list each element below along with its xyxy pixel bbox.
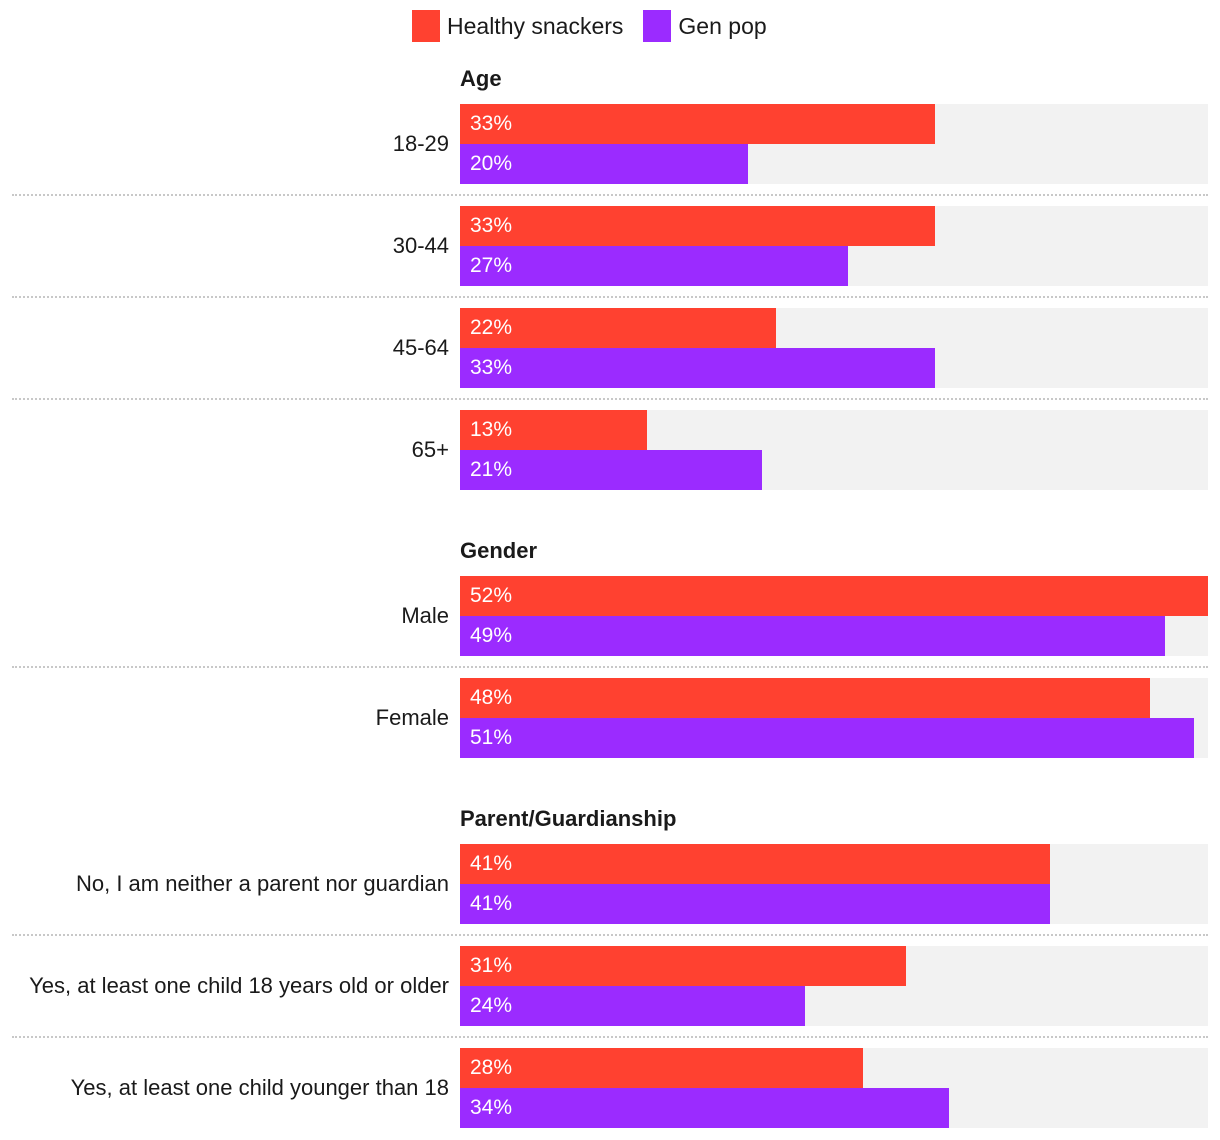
legend-swatch-gen-pop — [643, 10, 672, 42]
legend-swatch-healthy-snackers — [412, 10, 440, 42]
row-divider — [12, 296, 1208, 298]
row-label-female: Female — [375, 705, 449, 730]
bar-30-44-healthy — [460, 206, 935, 246]
bar-male-genpop — [460, 616, 1165, 656]
bar-value-label: 33% — [470, 112, 513, 135]
bar-value-label: 31% — [470, 954, 513, 977]
bar-no-i-am-neither-a-parent-nor-guardian-genpop — [460, 884, 1050, 924]
bar-18-29-genpop — [460, 144, 748, 184]
row-label-yes-at-least-one-child-18-years-old-or-older: Yes, at least one child 18 years old or … — [29, 973, 449, 998]
bar-yes-at-least-one-child-younger-than-18-genpop — [460, 1088, 949, 1128]
bar-value-label: 34% — [470, 1096, 513, 1119]
bar-65-healthy — [460, 410, 647, 450]
row-label-yes-at-least-one-child-younger-than-18: Yes, at least one child younger than 18 — [70, 1075, 449, 1100]
section-title-parent-guardianship: Parent/Guardianship — [460, 806, 677, 831]
bar-value-label: 52% — [470, 584, 513, 607]
row-label-no-i-am-neither-a-parent-nor-guardian: No, I am neither a parent nor guardian — [75, 871, 449, 896]
bar-value-label: 28% — [470, 1056, 513, 1079]
row-divider — [12, 1036, 1208, 1038]
bar-value-label: 33% — [470, 356, 513, 379]
bar-45-64-genpop — [460, 348, 935, 388]
bar-value-label: 20% — [470, 152, 513, 175]
bar-value-label: 41% — [470, 892, 513, 915]
row-label-30-44: 30-44 — [392, 233, 449, 258]
section-title-age: Age — [460, 66, 502, 91]
bar-value-label: 21% — [470, 458, 513, 481]
bar-value-label: 27% — [470, 254, 513, 277]
legend-label-healthy-snackers: Healthy snackers — [447, 12, 624, 39]
row-divider — [12, 398, 1208, 400]
row-label-45-64: 45-64 — [392, 335, 449, 360]
bar-value-label: 24% — [470, 994, 513, 1017]
bar-value-label: 49% — [470, 624, 513, 647]
row-label-18-29: 18-29 — [392, 131, 449, 156]
legend-label-gen-pop: Gen pop — [678, 12, 767, 39]
bar-value-label: 41% — [470, 852, 513, 875]
bar-45-64-healthy — [460, 308, 776, 348]
section-title-gender: Gender — [460, 538, 538, 563]
row-divider — [12, 194, 1208, 196]
bar-female-genpop — [460, 718, 1194, 758]
bar-value-label: 33% — [470, 214, 513, 237]
legend-item-healthy-snackers: Healthy snackers — [412, 10, 623, 42]
row-label-male: Male — [401, 603, 449, 628]
bar-value-label: 13% — [470, 418, 513, 441]
bar-no-i-am-neither-a-parent-nor-guardian-healthy — [460, 844, 1050, 884]
bar-male-healthy — [460, 576, 1208, 616]
bar-female-healthy — [460, 678, 1150, 718]
bar-yes-at-least-one-child-18-years-old-or-older-healthy — [460, 946, 906, 986]
bar-18-29-healthy — [460, 104, 935, 144]
bar-yes-at-least-one-child-younger-than-18-healthy — [460, 1048, 863, 1088]
bar-value-label: 22% — [470, 316, 513, 339]
bar-yes-at-least-one-child-18-years-old-or-older-genpop — [460, 986, 805, 1026]
bar-value-label: 51% — [470, 726, 513, 749]
legend-item-gen-pop: Gen pop — [643, 10, 767, 42]
row-divider — [12, 934, 1208, 936]
row-divider — [12, 666, 1208, 668]
bar-65-genpop — [460, 450, 762, 490]
bar-30-44-genpop — [460, 246, 848, 286]
bar-value-label: 48% — [470, 686, 513, 709]
legend: Healthy snackers Gen pop — [412, 10, 787, 42]
row-label-65: 65+ — [411, 437, 449, 462]
